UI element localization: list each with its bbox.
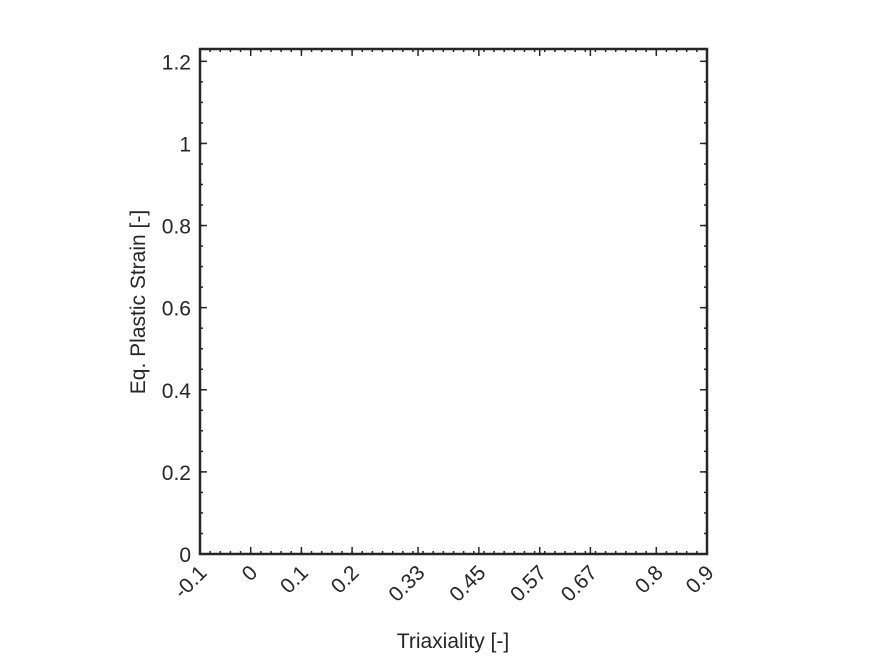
x-tick-label: 0.1	[276, 561, 313, 598]
y-tick-label: 0.6	[162, 298, 191, 321]
x-tick-label: -0.1	[170, 561, 212, 603]
x-tick-label: 0.57	[506, 561, 551, 606]
y-tick-label: 0.4	[162, 380, 192, 403]
x-tick-label: 0.45	[445, 561, 490, 606]
y-tick-label: 1	[179, 133, 191, 156]
y-tick-label: 0	[179, 544, 191, 567]
x-tick-label: 0.9	[682, 561, 719, 598]
x-tick-label: 0.2	[327, 561, 364, 598]
y-tick-label: 0.2	[162, 462, 191, 485]
y-tick-label: 1.2	[162, 51, 191, 74]
x-tick-label: 0	[238, 561, 263, 586]
x-tick-label: 0.67	[557, 561, 602, 606]
x-tick-label: 0.33	[384, 561, 429, 606]
y-axis-label: Eq. Plastic Strain [-]	[127, 210, 150, 394]
plot-area	[200, 49, 707, 554]
y-tick-label: 0.8	[162, 216, 191, 239]
y-tick-labels: 0 0.2 0.4 0.6 0.8 1 1.2	[162, 51, 192, 567]
x-tick-labels: -0.1 0 0.1 0.2 0.33 0.45 0.57 0.67 0.8 0.9	[170, 561, 719, 606]
x-axis-label: Triaxiality [-]	[397, 630, 509, 653]
axes-box	[198, 47, 709, 556]
x-tick-label: 0.8	[631, 561, 668, 598]
